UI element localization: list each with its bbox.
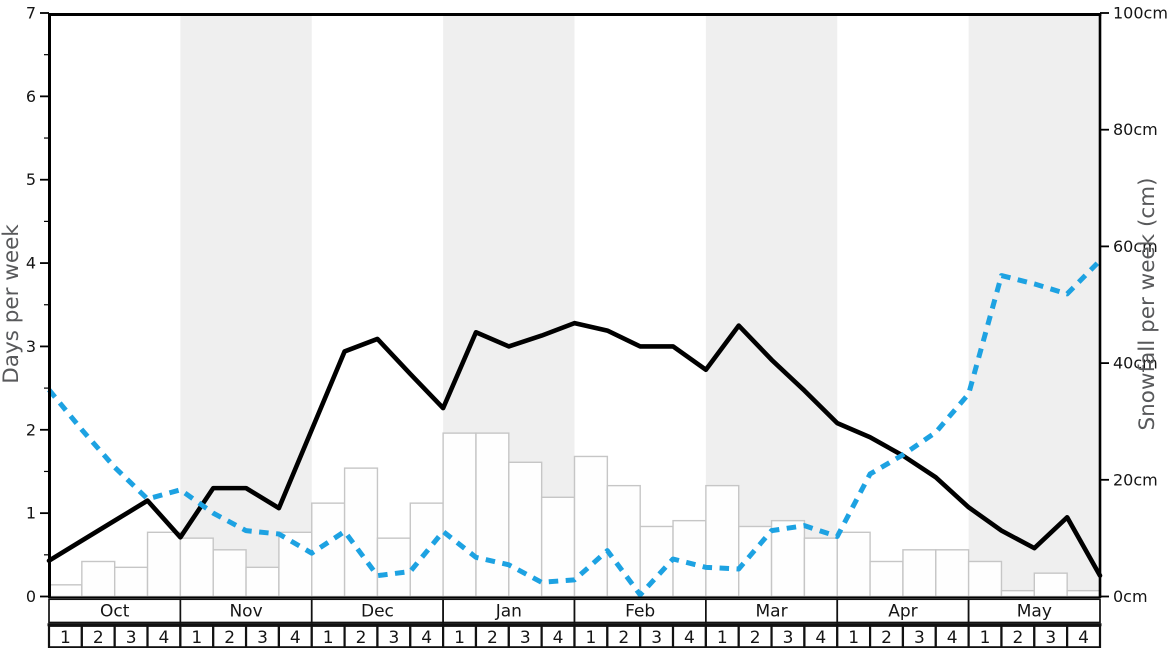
week-number-label: 1 [60,628,71,648]
left-axis-title: Days per week [0,224,24,384]
week-number-label: 1 [980,628,991,648]
week-number-label: 3 [520,628,531,648]
week-number-label: 1 [586,628,597,648]
month-label: Feb [625,602,655,622]
snowfall-bar [1000,589,1036,598]
chart-generated-layer: 0 1 2 3 4 5 6 7 0cm 20cm 40cm 60cm 80cm 100cm Oct Nov De… [26,4,1168,648]
week-number-label: 3 [1045,628,1056,648]
week-number-label: 1 [323,628,334,648]
month-label: Nov [229,602,262,622]
week-number-label: 2 [750,628,761,648]
month-cell-may [967,598,1101,624]
month-label: Jan [495,602,522,622]
week-number-label: 4 [421,628,432,648]
snowfall-bar [803,537,838,598]
month-band-nov [180,13,312,597]
week-number-label: 1 [848,628,859,648]
week-number-label: 3 [388,628,399,648]
left-tick-label: 7 [26,4,36,23]
week-number-label: 3 [257,628,268,648]
month-label: Oct [100,602,130,622]
snowfall-bar [179,537,214,598]
snowfall-bar [639,525,674,598]
week-number-label: 2 [1012,628,1023,648]
snowfall-bar [212,549,247,598]
week-number-label: 4 [159,628,170,648]
right-axis-title: Snowfall per week (cm) [1135,178,1160,431]
snowfall-bar [869,560,904,598]
week-cell [1066,624,1102,648]
week-number-label: 2 [618,628,629,648]
month-label: May [1017,602,1052,622]
week-number-label: 3 [783,628,794,648]
month-band-may [968,13,1100,597]
month-label: Apr [888,602,917,622]
snowfall-bar [902,549,937,598]
snowfall-bar [146,531,182,598]
left-tick-label: 4 [26,254,36,273]
week-number-label: 1 [191,628,202,648]
week-number-label: 4 [684,628,695,648]
week-number-label: 2 [356,628,367,648]
snowfall-bar [508,461,543,598]
month-label: Dec [361,602,394,622]
week-number-label: 2 [93,628,104,648]
snowfall-bar [475,432,510,598]
week-number-label: 4 [1078,628,1089,648]
snowfall-bar [935,549,970,598]
week-number-label: 2 [881,628,892,648]
week-number-label: 4 [947,628,958,648]
left-tick-label: 3 [26,337,36,356]
month-label: Mar [756,602,788,622]
left-tick-label: 2 [26,420,36,439]
snowfall-bar [1066,589,1101,598]
snowfall-bar [705,484,740,598]
snowfall-bar [343,467,379,598]
left-tick-label: 6 [26,87,36,106]
snowfall-bar [245,566,280,598]
week-number-label: 4 [815,628,826,648]
snowfall-bar [606,484,641,598]
snowfall-bar [311,502,346,598]
right-tick-label: 40cm [1113,354,1158,373]
week-number-label: 4 [553,628,564,648]
week-number-label: 3 [651,628,662,648]
snowfall-bar [738,525,773,598]
snowfall-bar [113,566,149,598]
right-tick-label: 0cm [1113,587,1148,606]
left-tick-label: 0 [26,587,36,606]
right-tick-label: 20cm [1113,470,1158,489]
days-per-week-line [46,320,1103,578]
left-tick-label: 1 [26,504,36,523]
snowfall-bar [442,432,477,598]
week-number-label: 1 [717,628,728,648]
snowfall-bar [1033,572,1068,598]
week-number-label: 3 [914,628,925,648]
right-tick-label: 60cm [1113,237,1158,256]
left-tick-label: 5 [26,170,36,189]
week-number-label: 3 [126,628,137,648]
snowfall-bar [836,531,871,598]
snowfall-bar [967,560,1003,598]
week-number-label: 2 [224,628,235,648]
week-number-label: 1 [454,628,465,648]
snowfall-bar [48,584,83,598]
snowfall-bar [81,560,116,598]
snowfall-bar [573,455,609,598]
blue-dashed-line [47,258,1102,598]
snowfall-bar [376,537,411,598]
right-tick-label: 100cm [1113,4,1168,23]
right-tick-label: 80cm [1113,120,1158,139]
week-number-label: 4 [290,628,301,648]
week-number-label: 2 [487,628,498,648]
